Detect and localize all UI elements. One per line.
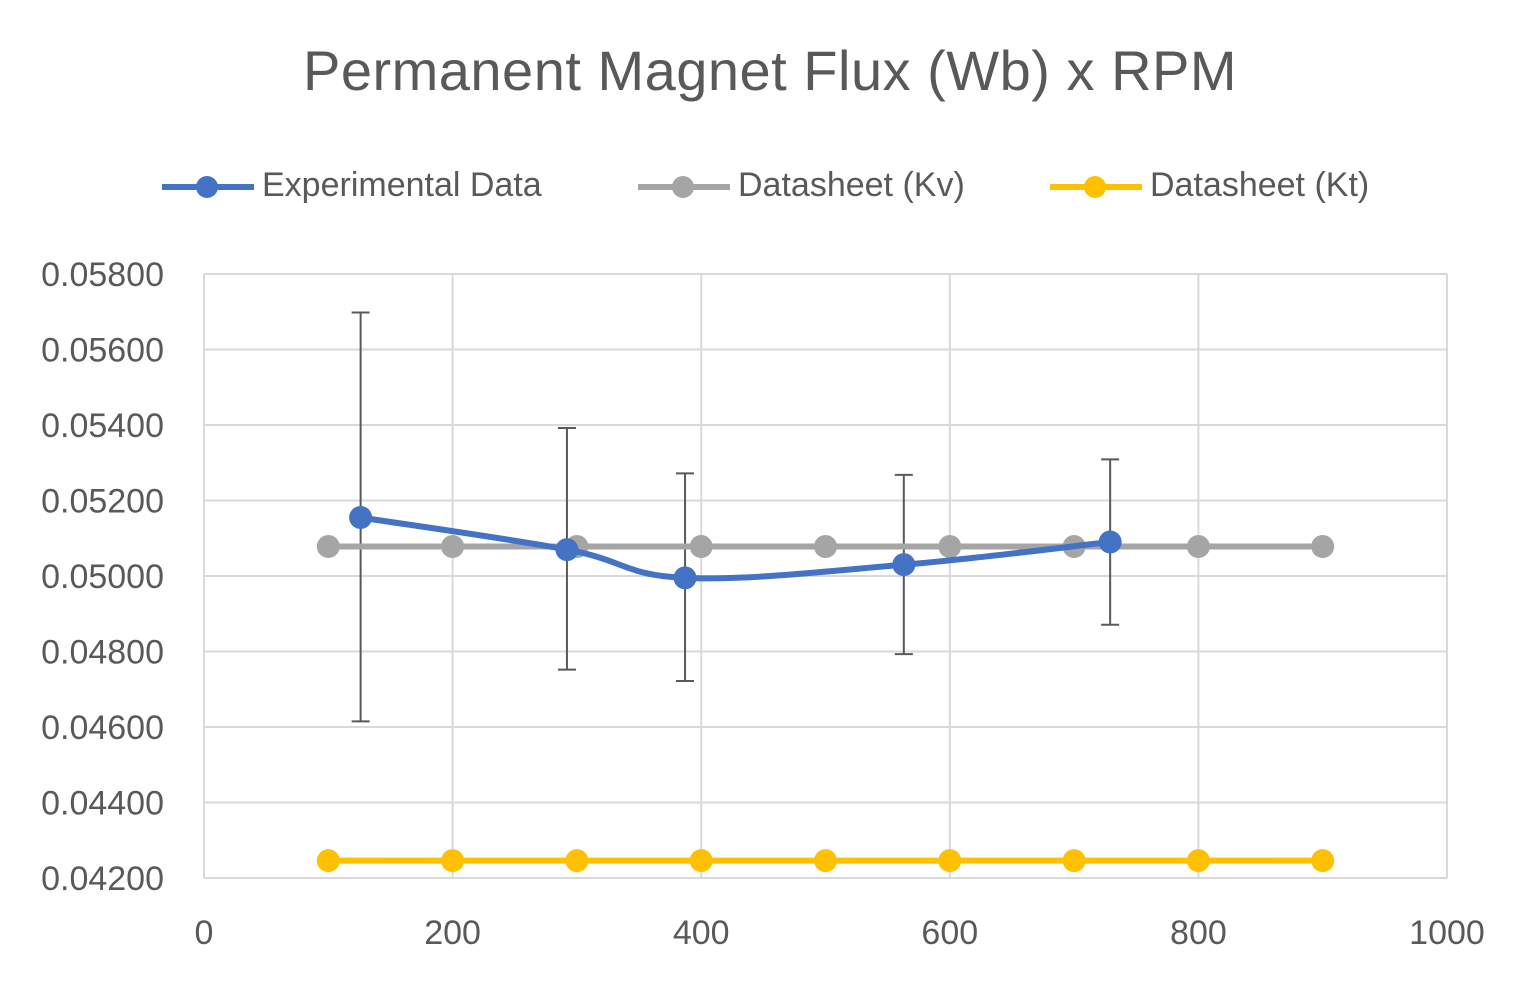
y-tick-label: 0.04200 [41,860,164,898]
x-tick-label: 400 [673,914,730,952]
data-point-experimental-data [555,538,579,562]
x-tick-label: 600 [921,914,978,952]
grid-layer [203,273,1448,879]
data-point-datasheet-kv [938,535,962,559]
data-point-datasheet-kt [1311,849,1335,873]
x-tick-label: 0 [195,914,214,952]
data-point-datasheet-kv [814,535,837,559]
series-layer [316,505,1335,873]
data-point-datasheet-kv [1186,535,1210,559]
data-point-datasheet-kt [689,849,713,873]
error-bars [351,311,1120,723]
x-tick-label: 1000 [1409,914,1485,952]
data-point-datasheet-kt [441,849,465,873]
legend-label-datasheet-kt: Datasheet (Kt) [1150,166,1370,204]
legend-marker-datasheet-kt [1084,176,1106,198]
data-point-datasheet-kv [316,535,340,559]
y-tick-label: 0.05000 [41,558,164,596]
data-point-datasheet-kt [1186,849,1210,873]
data-point-datasheet-kv [441,535,465,559]
legend-marker-datasheet-kv [672,176,694,198]
data-point-datasheet-kv [689,535,713,559]
data-point-experimental-data [673,566,697,590]
data-point-experimental-data [349,505,373,529]
y-tick-label: 0.04600 [41,709,164,747]
data-point-datasheet-kt [938,849,962,873]
legend-label-datasheet-kv: Datasheet (Kv) [738,166,965,204]
y-tick-label: 0.04400 [41,785,164,823]
x-tick-label: 800 [1170,914,1227,952]
y-tick-label: 0.05400 [41,407,164,445]
data-point-datasheet-kt [1062,849,1086,873]
y-tick-label: 0.05200 [41,483,164,521]
data-point-datasheet-kt [565,849,589,873]
data-point-experimental-data [892,553,916,577]
chart-title: Permanent Magnet Flux (Wb) x RPM [302,39,1238,102]
data-point-experimental-data [1098,530,1122,554]
data-point-datasheet-kt [814,849,837,873]
data-point-datasheet-kv [1311,535,1335,559]
legend: Experimental Data Datasheet (Kv) Datashe… [0,162,1540,212]
legend-marker-experimental-data [196,176,218,198]
legend-label-experimental-data: Experimental Data [262,166,542,204]
y-tick-label: 0.05800 [41,256,164,294]
data-point-datasheet-kt [316,849,340,873]
x-tick-label: 200 [424,914,481,952]
y-tick-label: 0.05600 [41,332,164,370]
y-tick-label: 0.04800 [41,634,164,672]
axis-labels: 0.04200 0.04400 0.04600 0.04800 0.05000 0.052… [41,256,1485,952]
